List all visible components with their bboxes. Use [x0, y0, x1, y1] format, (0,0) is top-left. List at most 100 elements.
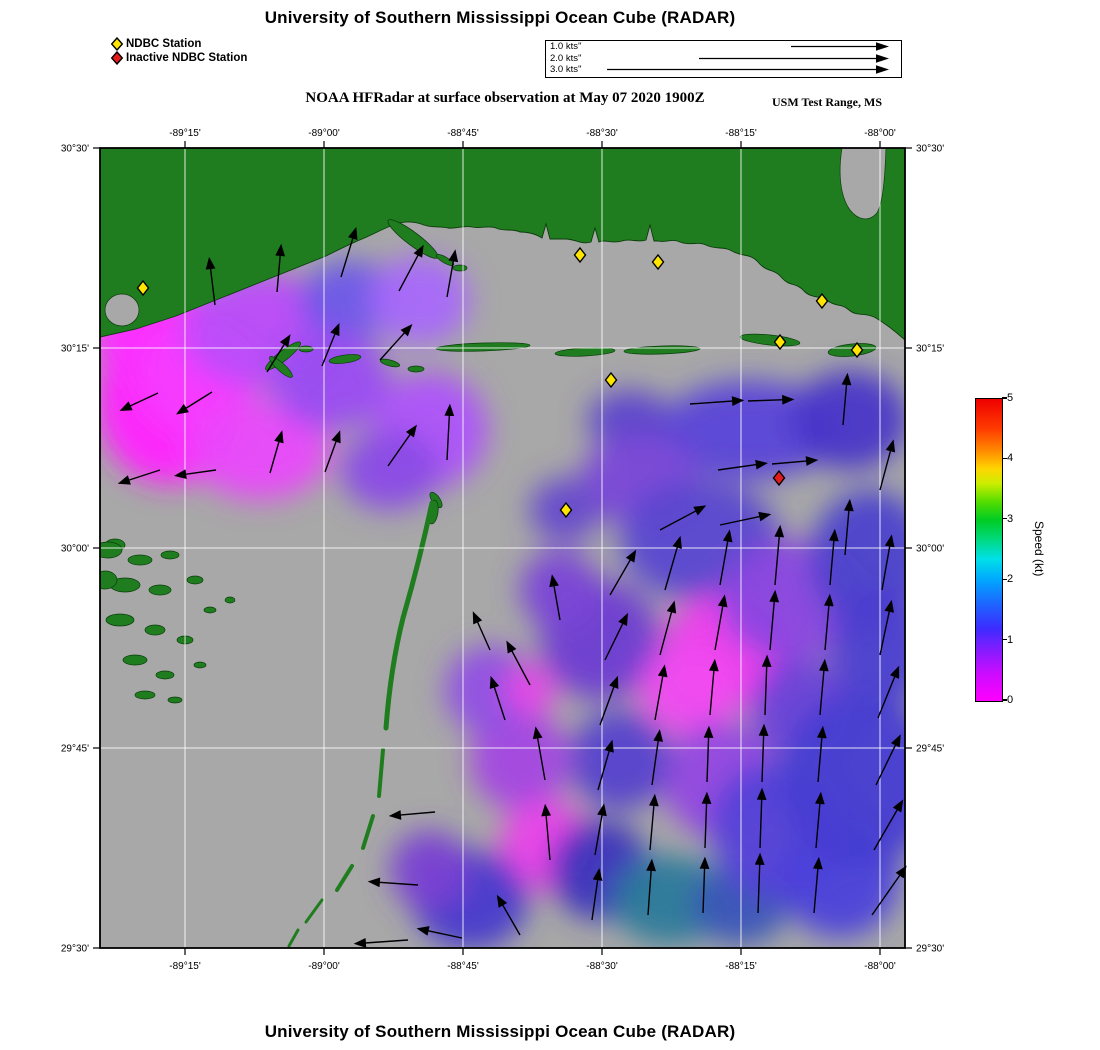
mainland [100, 148, 905, 341]
legend-label-inactive-ndbc: Inactive NDBC Station [126, 52, 248, 64]
lon-tick-label: -88°30' [586, 961, 618, 972]
colorbar-tick-label: 1 [1007, 633, 1014, 646]
current-vector-arrow [591, 868, 603, 921]
island [148, 584, 172, 596]
current-vector-arrow [353, 938, 409, 948]
lon-tick-label: -88°15' [725, 128, 757, 139]
current-vector-arrow [714, 594, 728, 651]
ndbc-station-marker [815, 292, 829, 310]
current-vector-arrow [814, 791, 825, 849]
page-title-bottom: University of Southern Mississippi Ocean… [264, 1022, 736, 1041]
bay-inlet [839, 148, 887, 220]
map-frame: -89°15' -89°15' -89°00' -89°00' -88°45' -88°4… [61, 128, 944, 972]
current-vector-arrow [659, 505, 707, 531]
colorbar-tick-mark [1002, 518, 1007, 520]
island [203, 606, 217, 614]
scale-arrow-2 [699, 53, 889, 63]
map-canvas: -89°15' -89°15' -89°00' -89°00' -88°45' -88°4… [61, 128, 944, 972]
island [435, 254, 455, 266]
island [224, 596, 236, 604]
current-vector-arrow [604, 612, 628, 661]
current-vector-arrow [664, 535, 682, 591]
island [127, 554, 153, 566]
current-vector-arrow [176, 391, 213, 415]
barrier-island-chain [383, 500, 435, 731]
current-vector-arrow [719, 529, 733, 586]
current-vector-arrow [654, 664, 668, 721]
current-vector-arrow [659, 600, 677, 656]
lon-tick-label: -88°30' [586, 128, 618, 139]
current-vector-arrow [119, 392, 159, 411]
lon-tick-label: -89°00' [308, 961, 340, 972]
current-vector-arrow [689, 396, 745, 406]
current-vector-arrow [379, 323, 413, 361]
current-vector-arrow [747, 394, 795, 405]
island [193, 661, 207, 669]
colorbar-tick-label: 4 [1007, 452, 1014, 465]
current-vector-arrow [532, 726, 546, 781]
current-vector-arrow [761, 654, 772, 716]
ndbc-stations [136, 246, 864, 519]
ndbc-station-marker [604, 371, 618, 389]
current-vector-arrow [774, 524, 785, 586]
current-vector-arrow [597, 739, 614, 791]
colorbar-tick-label: 0 [1007, 694, 1014, 706]
scale-arrow-3 [607, 65, 889, 74]
island [298, 345, 314, 353]
barrier-island-chain [304, 898, 324, 924]
island [100, 570, 118, 590]
current-vector-arrow [321, 322, 340, 367]
current-vector-arrow [117, 469, 161, 485]
ndbc-station-marker [573, 246, 587, 264]
island [167, 696, 183, 704]
lon-tick-label: -89°15' [169, 961, 201, 972]
island [435, 342, 531, 352]
current-vector-arrow [398, 244, 424, 292]
map-subtitle: NOAA HFRadar at surface observation at M… [305, 90, 705, 106]
page-title-top: University of Southern Mississippi Ocean… [264, 8, 736, 27]
current-vector-arrow [879, 599, 894, 656]
current-vector-arrow [871, 865, 907, 916]
current-vector-arrow [879, 439, 896, 491]
current-vector-arrow [496, 894, 521, 936]
test-range-label: USM Test Range, MS [772, 95, 883, 109]
current-vector-arrow [703, 725, 714, 783]
current-vector-arrow [756, 787, 767, 849]
coastal-lake [104, 293, 140, 327]
colorbar-axis-label: Speed (kt) [1032, 521, 1046, 577]
lat-tick-label: 29°45' [61, 744, 89, 755]
island [134, 690, 156, 700]
current-vector-arrow [701, 791, 712, 849]
current-vector-arrow [828, 528, 839, 586]
barrier-island-chain [287, 928, 300, 948]
scale-label-3: 3.0 kts'' [550, 64, 582, 76]
vector-scale-box: 1.0 kts'' 2.0 kts'' 3.0 kts'' [545, 40, 902, 78]
current-vector-arrow [173, 469, 217, 480]
current-vector-arrow [823, 593, 834, 651]
current-vector-arrow [416, 926, 463, 939]
current-vector-arrow [719, 511, 772, 526]
ndbc-station-marker [850, 341, 864, 359]
island [379, 358, 401, 368]
colorbar-tick-mark [1002, 457, 1007, 460]
barrier-island-chain [335, 864, 354, 892]
lat-tick-label: 29°45' [916, 744, 944, 755]
lat-tick-label: 30°00' [916, 544, 944, 555]
land-masses [100, 148, 905, 948]
island [328, 354, 362, 364]
current-vector-arrow [266, 334, 291, 373]
current-vector-arrow [699, 856, 710, 914]
current-vector-arrow [269, 430, 284, 474]
ndbc-station-marker [773, 333, 787, 351]
lat-tick-label: 30°30' [61, 144, 89, 155]
current-vector-arrow [818, 658, 829, 716]
current-vector-arrow [549, 574, 561, 621]
current-vector-arrow [594, 803, 607, 856]
island [100, 541, 123, 559]
lat-tick-label: 30°15' [61, 344, 89, 355]
lat-tick-label: 30°30' [916, 144, 944, 155]
lon-tick-label: -88°45' [447, 961, 479, 972]
scale-label-1: 1.0 kts'' [550, 41, 582, 52]
current-vector-arrow [754, 852, 765, 914]
